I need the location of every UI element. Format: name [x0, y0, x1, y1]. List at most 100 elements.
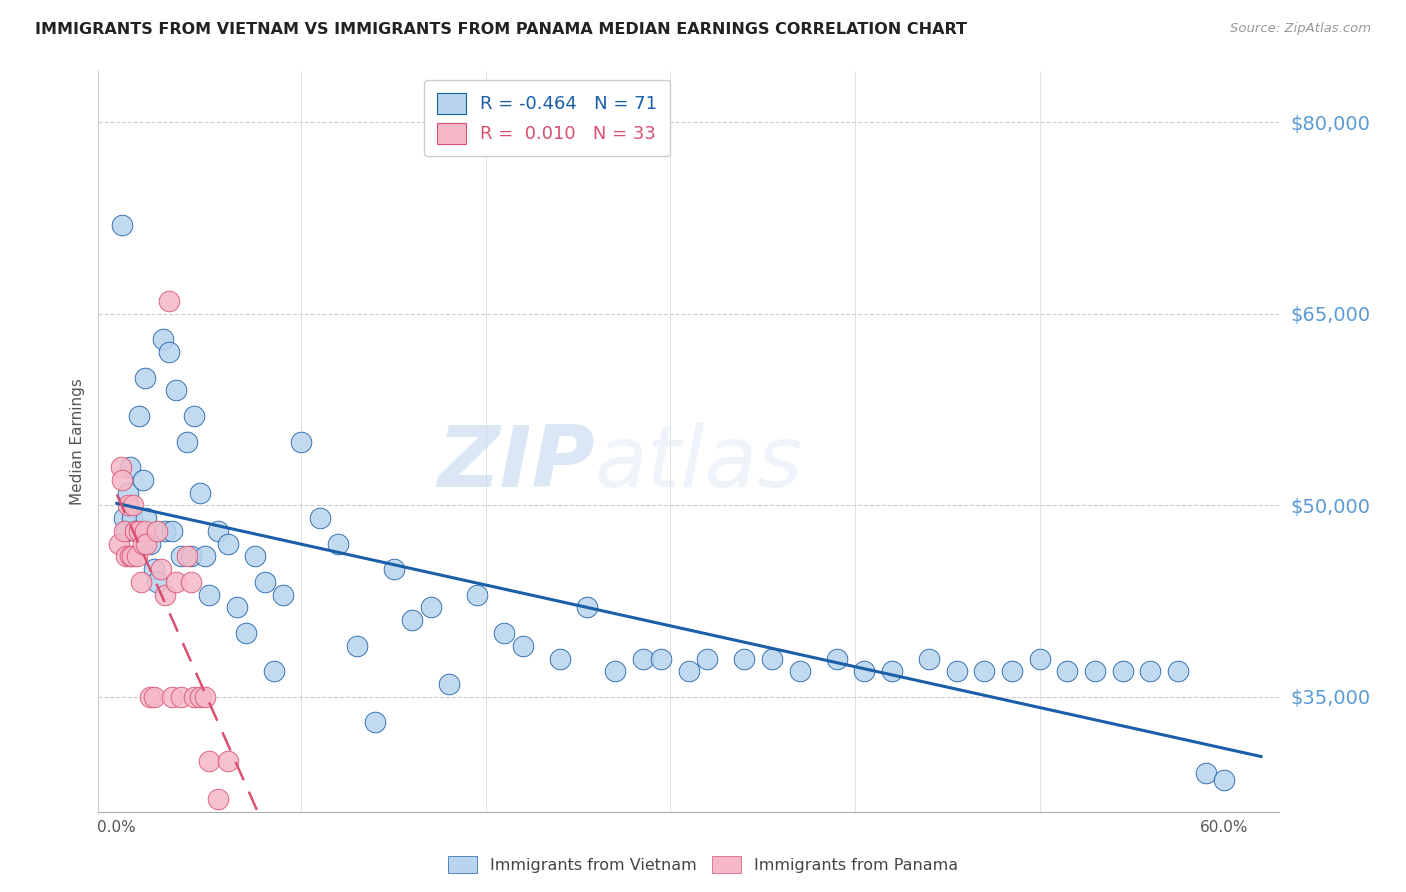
Point: [188, 690, 211, 704]
Point: [170, 549, 193, 564]
Point: [733, 651, 755, 665]
Point: [142, 562, 165, 576]
Point: [465, 588, 488, 602]
Point: [253, 574, 276, 589]
Point: [217, 536, 239, 550]
Point: [135, 536, 157, 550]
Point: [176, 549, 198, 564]
Point: [132, 473, 155, 487]
Point: [124, 524, 146, 538]
Point: [112, 511, 135, 525]
Point: [170, 690, 193, 704]
Point: [146, 524, 169, 538]
Point: [121, 511, 143, 525]
Point: [188, 485, 211, 500]
Point: [548, 651, 571, 665]
Point: [124, 524, 146, 538]
Point: [918, 651, 941, 665]
Point: [207, 524, 229, 538]
Point: [290, 434, 312, 449]
Point: [111, 218, 134, 232]
Point: [128, 409, 150, 423]
Point: [153, 588, 176, 602]
Point: [127, 549, 149, 564]
Point: [107, 536, 129, 550]
Point: [235, 626, 257, 640]
Point: [401, 613, 423, 627]
Point: [1195, 766, 1218, 780]
Point: [789, 665, 811, 679]
Point: [142, 690, 165, 704]
Point: [183, 409, 205, 423]
Point: [115, 524, 138, 538]
Point: [111, 473, 134, 487]
Y-axis label: Median Earnings: Median Earnings: [69, 378, 84, 505]
Point: [1139, 665, 1161, 679]
Point: [118, 460, 141, 475]
Text: atlas: atlas: [595, 422, 803, 505]
Point: [115, 549, 138, 564]
Point: [162, 524, 183, 538]
Point: [194, 690, 217, 704]
Point: [207, 792, 229, 806]
Point: [1213, 772, 1236, 787]
Point: [364, 715, 387, 730]
Point: [157, 345, 180, 359]
Point: [650, 651, 672, 665]
Point: [150, 562, 173, 576]
Point: [437, 677, 460, 691]
Point: [494, 626, 516, 640]
Point: [135, 511, 157, 525]
Point: [605, 665, 627, 679]
Point: [152, 333, 174, 347]
Point: [328, 536, 350, 550]
Text: IMMIGRANTS FROM VIETNAM VS IMMIGRANTS FROM PANAMA MEDIAN EARNINGS CORRELATION CH: IMMIGRANTS FROM VIETNAM VS IMMIGRANTS FR…: [35, 22, 967, 37]
Point: [180, 574, 202, 589]
Point: [139, 536, 162, 550]
Point: [146, 574, 169, 589]
Point: [382, 562, 405, 576]
Point: [198, 754, 221, 768]
Point: [134, 524, 156, 538]
Point: [346, 639, 368, 653]
Point: [576, 600, 599, 615]
Point: [880, 665, 903, 679]
Point: [309, 511, 332, 525]
Point: [678, 665, 700, 679]
Legend: R = -0.464   N = 71, R =  0.010   N = 33: R = -0.464 N = 71, R = 0.010 N = 33: [425, 80, 671, 156]
Point: [134, 370, 156, 384]
Point: [121, 549, 143, 564]
Point: [1056, 665, 1078, 679]
Point: [157, 294, 180, 309]
Point: [696, 651, 718, 665]
Point: [1167, 665, 1189, 679]
Point: [183, 690, 205, 704]
Point: [1001, 665, 1024, 679]
Point: [132, 536, 155, 550]
Point: [194, 549, 217, 564]
Point: [217, 754, 239, 768]
Point: [117, 485, 139, 500]
Point: [271, 588, 294, 602]
Point: [129, 574, 152, 589]
Text: Source: ZipAtlas.com: Source: ZipAtlas.com: [1230, 22, 1371, 36]
Point: [110, 460, 132, 475]
Point: [1028, 651, 1050, 665]
Point: [512, 639, 534, 653]
Point: [139, 690, 162, 704]
Point: [118, 549, 141, 564]
Point: [198, 588, 221, 602]
Point: [761, 651, 783, 665]
Point: [825, 651, 848, 665]
Point: [122, 499, 145, 513]
Point: [180, 549, 202, 564]
Point: [225, 600, 247, 615]
Point: [112, 524, 135, 538]
Point: [245, 549, 267, 564]
Point: [165, 574, 187, 589]
Text: ZIP: ZIP: [437, 422, 595, 505]
Point: [128, 524, 150, 538]
Point: [419, 600, 441, 615]
Point: [176, 434, 198, 449]
Point: [117, 499, 139, 513]
